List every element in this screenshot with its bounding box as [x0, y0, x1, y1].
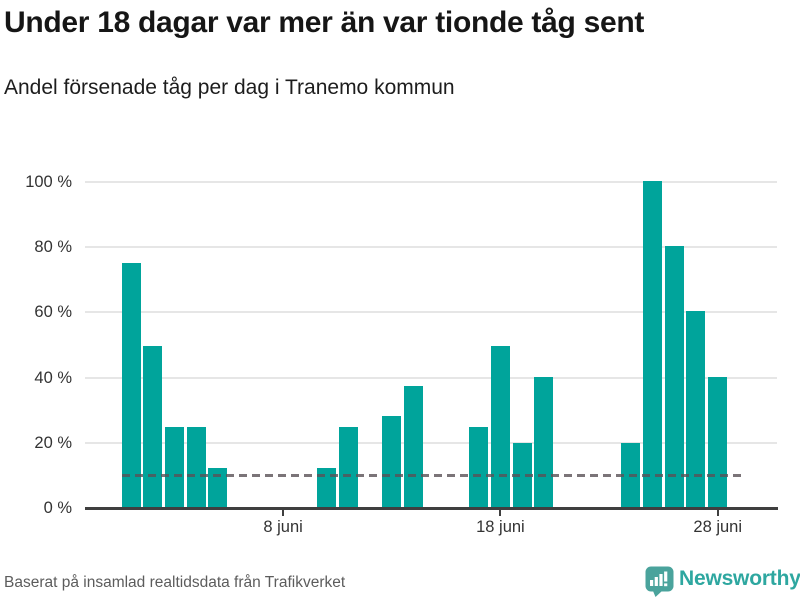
chart-subtitle: Andel försenade tåg per dag i Tranemo ko… [4, 76, 455, 99]
newsworthy-wordmark: Newsworthy [679, 567, 800, 590]
source-note: Baserat på insamlad realtidsdata från Tr… [4, 574, 346, 591]
bar-june-1 [121, 262, 141, 507]
x-axis-label: 18 juni [476, 518, 525, 536]
y-axis-label: 20 % [34, 433, 72, 452]
gridline-100 [85, 181, 777, 183]
gridline-20 [85, 441, 777, 444]
gridline-80 [85, 246, 777, 249]
bar-june-13 [382, 415, 402, 507]
bar-june-11 [338, 427, 358, 507]
reference-line-10pct [121, 473, 744, 477]
x-axis-tick-28 [716, 510, 719, 516]
bar-june-20 [534, 376, 554, 507]
plot-area [85, 181, 778, 516]
bar-june-10 [317, 467, 337, 507]
bar-june-18 [490, 345, 510, 507]
bar-june-28 [708, 376, 728, 507]
bar-june-26 [664, 246, 684, 507]
chart-title: Under 18 dagar var mer än var tionde tåg… [4, 6, 645, 39]
bar-june-17 [469, 427, 489, 507]
newsworthy-logo: Newsworthy [645, 565, 800, 597]
y-axis-label: 0 % [43, 499, 72, 517]
bar-june-14 [403, 386, 423, 507]
bar-june-27 [686, 311, 706, 507]
y-axis-label: 100 % [25, 173, 72, 191]
y-axis-label: 80 % [34, 238, 72, 257]
bar-june-25 [643, 181, 663, 507]
y-axis-label: 60 % [34, 303, 72, 322]
bar-june-5 [208, 467, 228, 507]
gridline-60 [85, 311, 777, 314]
x-axis-label: 28 juni [693, 518, 743, 536]
bar-june-3 [164, 427, 184, 507]
y-axis-label: 40 % [34, 368, 72, 387]
bar-june-4 [186, 427, 206, 507]
bar-june-2 [143, 345, 163, 507]
x-axis-tick-18 [499, 510, 502, 516]
gridline-40 [85, 376, 777, 379]
x-axis-line [85, 507, 778, 510]
newsworthy-logo-icon [645, 566, 674, 597]
x-axis-tick-8 [282, 510, 285, 516]
x-axis-label: 8 juni [263, 518, 303, 536]
